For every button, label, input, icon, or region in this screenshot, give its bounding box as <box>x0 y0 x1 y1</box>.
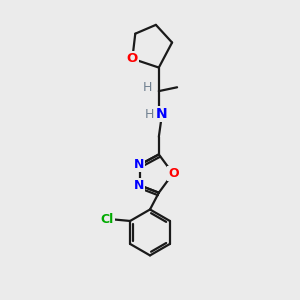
Text: H: H <box>145 108 154 121</box>
Text: N: N <box>134 179 144 192</box>
Text: H: H <box>143 81 152 94</box>
Text: Cl: Cl <box>101 213 114 226</box>
Text: N: N <box>134 158 144 171</box>
Text: O: O <box>168 167 179 180</box>
Text: O: O <box>127 52 138 65</box>
Text: N: N <box>155 107 167 121</box>
